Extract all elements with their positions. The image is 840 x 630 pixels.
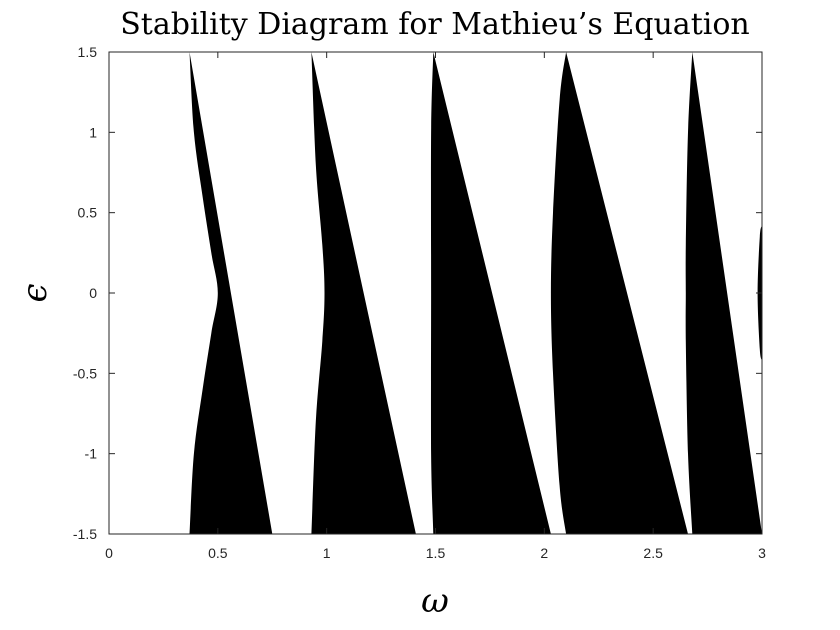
y-tick-label: 1.5 [78, 44, 98, 60]
x-tick-label: 1.5 [426, 545, 446, 561]
x-tick-label: 0 [105, 545, 113, 561]
x-tick-label: 3 [758, 545, 766, 561]
y-tick-label: 0.5 [78, 205, 98, 221]
x-tick-label: 2.5 [643, 545, 663, 561]
x-tick-label: 2 [540, 545, 548, 561]
x-tick-label: 0.5 [208, 545, 228, 561]
unstable-region-5 [685, 52, 762, 534]
x-axis: 0 0.5 1 1.5 2 2.5 3 [105, 52, 766, 561]
y-axis-label: ϵ [15, 283, 55, 302]
chart-title: Stability Diagram for Mathieu’s Equation [120, 7, 749, 42]
x-tick-label: 1 [323, 545, 331, 561]
y-tick-label: -1.5 [73, 526, 97, 542]
unstable-regions [189, 52, 762, 534]
y-tick-label: -0.5 [73, 365, 97, 381]
y-tick-label: 0 [89, 285, 97, 301]
unstable-region-1 [189, 52, 273, 534]
unstable-region-3 [430, 52, 551, 534]
y-tick-label: -1 [85, 446, 98, 462]
unstable-region-2 [311, 52, 416, 534]
y-axis: 1.5 1 0.5 0 -0.5 -1 -1.5 [73, 44, 762, 542]
x-axis-label: ω [421, 581, 449, 621]
unstable-region-4 [550, 52, 688, 534]
y-tick-label: 1 [89, 124, 97, 140]
